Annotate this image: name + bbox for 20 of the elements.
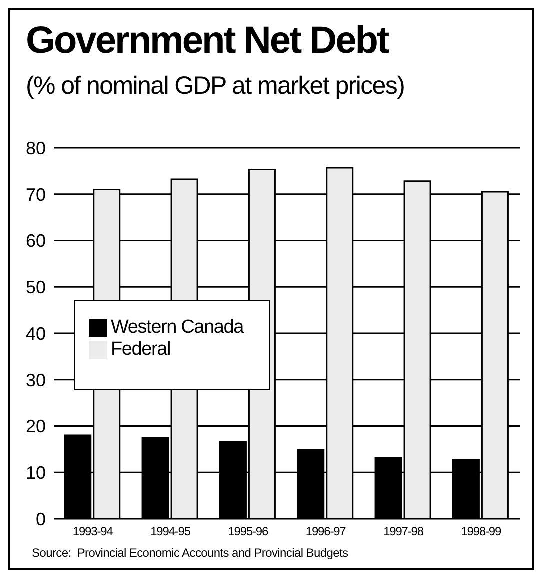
y-tick-label: 40 [26, 324, 46, 344]
y-tick-label: 10 [26, 463, 46, 484]
x-tick-label: 1995-96 [228, 524, 270, 539]
legend-label: Western Canada [111, 317, 244, 338]
x-tick-label: 1994-95 [150, 524, 192, 539]
chart-subtitle: (% of nominal GDP at market prices) [26, 72, 405, 101]
x-tick-label: 1993-94 [72, 524, 114, 539]
y-tick-label: 60 [26, 231, 46, 252]
source-note: Source: Provincial Economic Accounts and Provincial Budgets [32, 546, 348, 560]
x-tick-label: 1996-97 [306, 524, 347, 539]
y-tick-label: 70 [26, 184, 46, 205]
y-tick-label: 80 [26, 138, 46, 158]
legend-label: Federal [111, 339, 171, 360]
y-tick-label: 50 [26, 278, 46, 298]
y-tick-label: 20 [26, 416, 46, 437]
chart-title: Government Net Debt [26, 20, 388, 63]
x-tick-label: 1997-98 [384, 524, 424, 539]
y-tick-label: 0 [36, 509, 46, 530]
y-tick-label: 30 [26, 370, 46, 390]
x-tick-label: 1998-99 [461, 524, 502, 539]
